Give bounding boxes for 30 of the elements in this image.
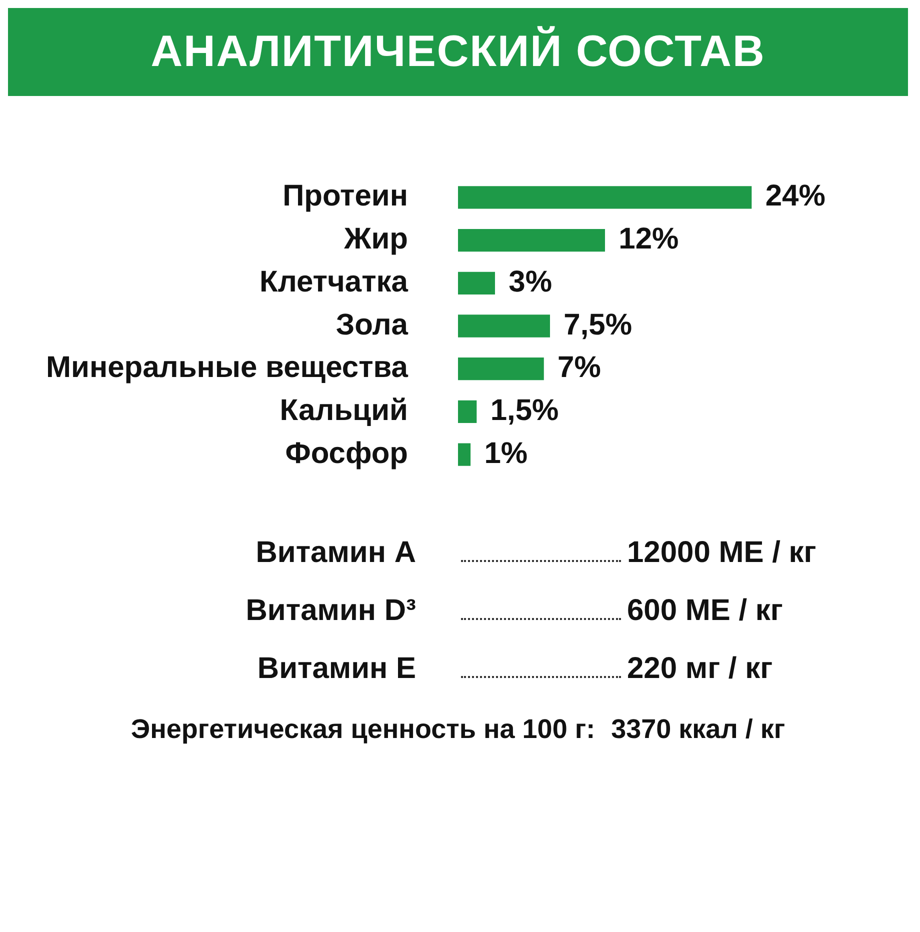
bar: [458, 358, 544, 380]
bar: [458, 186, 752, 209]
data-label: 1,5%: [490, 394, 559, 427]
y-tick-label: Фосфор: [285, 436, 408, 470]
text: 600 МЕ / кг: [627, 594, 783, 628]
bar: [458, 314, 550, 338]
bar: [458, 272, 495, 294]
data-label: 7%: [558, 351, 601, 384]
bar: [458, 443, 471, 466]
text: Витамин E: [256, 652, 416, 686]
y-tick-label: Клетчатка: [260, 265, 408, 298]
bar: [458, 228, 605, 252]
bar: [458, 400, 477, 424]
text: 220 мг / кг: [627, 652, 773, 686]
data-label: 24%: [765, 180, 826, 213]
y-tick-label: Кальций: [280, 394, 408, 427]
data-label: 1%: [484, 436, 528, 470]
y-tick-label: Зола: [336, 308, 408, 342]
y-tick-label: Жир: [343, 222, 408, 256]
data-label: 3%: [508, 265, 552, 298]
data-label: 12%: [618, 222, 679, 256]
text: 12000 МЕ / кг: [627, 536, 816, 570]
y-tick-label: Минеральные вещества: [46, 351, 408, 384]
y-tick-label: Протеин: [282, 180, 408, 213]
chart-title: АНАЛИТИЧЕСКИЙ СОСТАВ: [8, 8, 908, 96]
data-label: 7,5%: [564, 308, 632, 342]
text: Энергетическая ценность на 100 г:: [130, 714, 596, 745]
text: Витамин D³: [244, 594, 416, 628]
text: Витамин A: [254, 536, 416, 570]
text: 3370 ккал / кг: [611, 714, 786, 745]
